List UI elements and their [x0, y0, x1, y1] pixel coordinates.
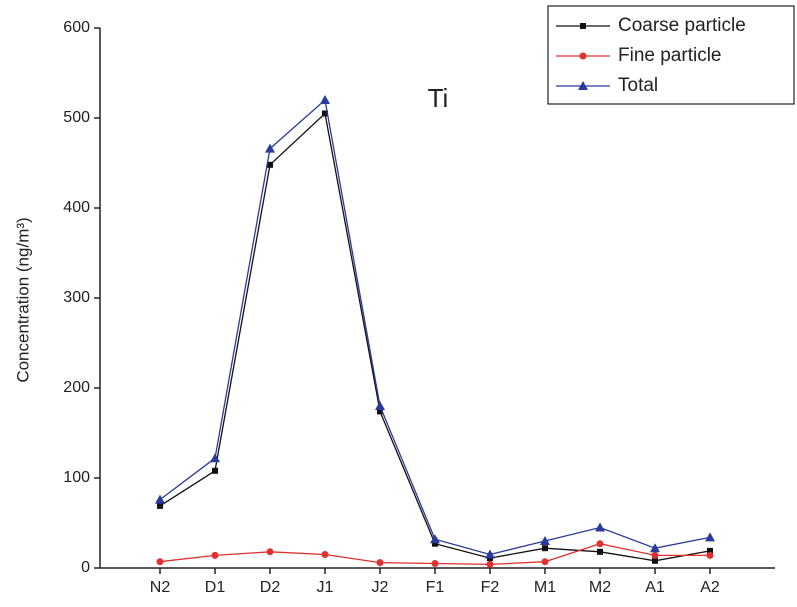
x-tick-label: J2: [372, 579, 389, 596]
point: [578, 81, 588, 90]
point: [542, 545, 548, 552]
point: [321, 551, 329, 558]
point: [595, 522, 605, 532]
legend-label: Fine particle: [618, 45, 722, 66]
x-tick-label: F2: [481, 579, 500, 596]
point: [430, 534, 440, 544]
y-tick-label: 600: [63, 19, 90, 36]
point: [212, 467, 218, 474]
x-tick-label: A1: [645, 579, 665, 596]
x-tick-label: N2: [150, 579, 171, 596]
x-tick-label: M2: [589, 579, 611, 596]
point: [210, 453, 220, 463]
point: [376, 559, 384, 567]
y-tick-label: 0: [81, 559, 90, 576]
point: [211, 551, 219, 559]
point: [265, 143, 275, 153]
legend-box: [547, 5, 795, 105]
x-tick-label: F1: [426, 579, 445, 596]
y-tick-label: 400: [63, 199, 90, 216]
point: [267, 161, 273, 168]
point: [432, 540, 438, 547]
x-tick-label: A2: [700, 579, 720, 596]
point: [266, 548, 274, 556]
point: [652, 557, 658, 564]
y-tick-label: 300: [63, 289, 90, 306]
y-tick-label: 200: [63, 379, 90, 396]
point: [705, 532, 715, 542]
x-tick-label: D2: [260, 579, 281, 596]
point: [156, 558, 164, 566]
point: [651, 551, 659, 559]
point: [486, 560, 494, 568]
x-tick-label: M1: [534, 579, 556, 596]
point: [540, 536, 550, 545]
series-line: [159, 98, 711, 556]
y-axis-label: Concentration (ng/m³): [13, 217, 32, 382]
x-tick-label: J1: [317, 579, 334, 596]
y-tick-label: 100: [63, 469, 90, 486]
point: [375, 401, 385, 410]
legend-label: Coarse particle: [618, 15, 746, 36]
point: [541, 558, 549, 566]
point: [320, 95, 330, 104]
point: [580, 23, 586, 29]
legend-label: Total: [618, 75, 658, 96]
point: [706, 551, 714, 559]
point: [596, 540, 604, 548]
point: [650, 543, 660, 553]
point: [377, 408, 383, 415]
point: [597, 548, 603, 555]
y-tick-label: 500: [63, 109, 90, 126]
point: [579, 52, 587, 60]
point: [485, 549, 495, 559]
x-tick-label: D1: [205, 579, 226, 596]
annotation: Ti: [428, 83, 449, 113]
point: [322, 110, 328, 117]
point: [431, 560, 439, 567]
series-line: [159, 112, 711, 562]
point: [155, 494, 165, 504]
point: [157, 502, 163, 509]
point: [707, 547, 713, 554]
